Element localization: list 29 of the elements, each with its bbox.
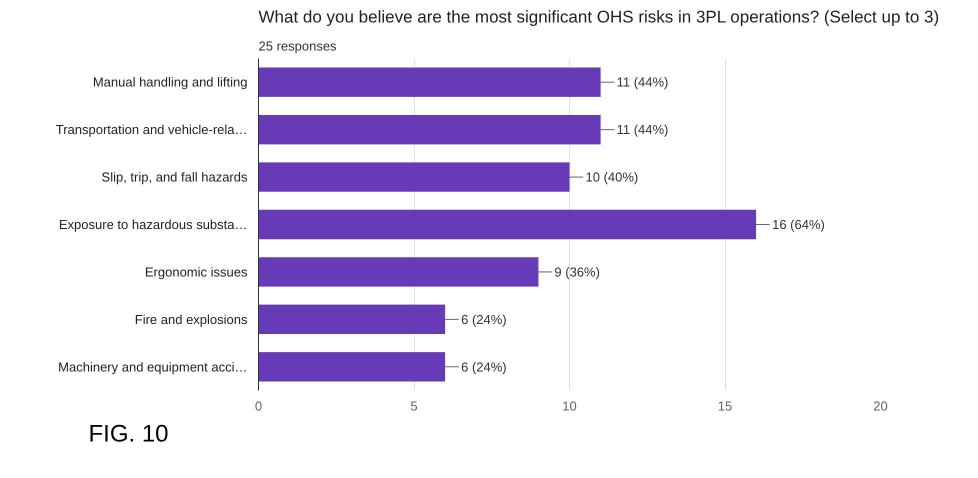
y-tick-label: Exposure to hazardous substa… bbox=[58, 217, 248, 232]
data-label: 9 (36%) bbox=[554, 264, 600, 280]
x-tick-label: 5 bbox=[410, 398, 418, 414]
data-label: 10 (40%) bbox=[586, 170, 638, 185]
data-label: 6 (24%) bbox=[461, 359, 507, 374]
chart-title: What do you believe are the most significant OHS risks in 3PL operations? (Select up to 3) bbox=[258, 8, 940, 26]
bar bbox=[258, 352, 446, 382]
data-label: 16 (64%) bbox=[772, 217, 825, 232]
bar bbox=[258, 114, 601, 144]
y-tick-label: Machinery and equipment acci… bbox=[58, 359, 248, 374]
x-tick-label: 0 bbox=[254, 398, 262, 414]
bar bbox=[258, 210, 756, 240]
caption: FIG. 10 bbox=[88, 420, 169, 448]
bar bbox=[258, 68, 601, 97]
bar bbox=[258, 257, 538, 287]
y-tick-label: Transportation and vehicle-rela… bbox=[56, 122, 248, 138]
x-tick-label: 20 bbox=[873, 398, 888, 414]
y-tick-label: Ergonomic issues bbox=[144, 264, 248, 280]
y-tick-label: Slip, trip, and fall hazards bbox=[102, 170, 248, 185]
chart-subtitle: 25 responses bbox=[258, 38, 338, 54]
x-tick-label: 15 bbox=[718, 398, 732, 414]
x-tick-label: 10 bbox=[562, 398, 577, 414]
y-tick-label: Manual handling and lifting bbox=[92, 74, 248, 90]
data-label: 11 (44%) bbox=[616, 74, 668, 90]
data-label: 6 (24%) bbox=[461, 312, 507, 327]
y-tick-label: Fire and explosions bbox=[134, 312, 248, 327]
data-label: 11 (44%) bbox=[616, 122, 668, 138]
bar bbox=[258, 304, 446, 334]
bar bbox=[258, 162, 570, 192]
